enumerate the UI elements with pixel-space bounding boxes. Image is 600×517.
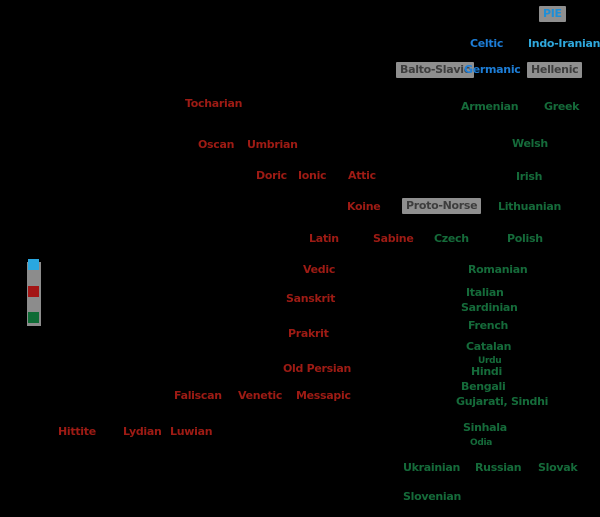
node-label-faliscan: Faliscan	[174, 389, 222, 402]
node-label-doric: Doric	[256, 169, 287, 182]
node-label-lithuanian: Lithuanian	[498, 200, 561, 213]
node-label-luwian: Luwian	[170, 425, 213, 438]
node-label-welsh: Welsh	[512, 137, 548, 150]
extinct-language-swatch	[28, 286, 39, 297]
node-label-germanic: Germanic	[464, 63, 521, 76]
node-label-latin: Latin	[309, 232, 339, 245]
node-label-hellenic: Hellenic	[527, 62, 583, 78]
node-label-oscan: Oscan	[198, 138, 235, 151]
node-label-odia: Odia	[470, 438, 493, 448]
node-label-slovak: Slovak	[538, 461, 578, 474]
node-label-umbrian: Umbrian	[247, 138, 298, 151]
node-label-pie: PIE	[539, 6, 566, 22]
node-label-slovenian: Slovenian	[403, 490, 462, 503]
node-label-venetic: Venetic	[238, 389, 283, 402]
node-label-lydian: Lydian	[123, 425, 162, 438]
node-label-gujarati-sindhi: Gujarati, Sindhi	[456, 395, 549, 408]
node-label-celtic: Celtic	[470, 37, 504, 50]
node-label-catalan: Catalan	[466, 340, 512, 353]
node-label-balto-slavic: Balto-Slavic	[396, 62, 474, 78]
node-label-ionic: Ionic	[298, 169, 327, 182]
node-label-armenian: Armenian	[461, 100, 519, 113]
node-label-messapic: Messapic	[296, 389, 351, 402]
node-label-sanskrit: Sanskrit	[286, 292, 336, 305]
node-label-sardinian: Sardinian	[461, 301, 518, 314]
node-label-polish: Polish	[507, 232, 543, 245]
node-label-indo-iranian: Indo-Iranian	[528, 37, 600, 50]
node-label-greek: Greek	[544, 100, 580, 113]
node-label-french: French	[468, 319, 509, 332]
node-label-vedic: Vedic	[303, 263, 336, 276]
node-label-old-persian: Old Persian	[283, 362, 352, 375]
proto-language-swatch	[28, 259, 39, 270]
node-label-romanian: Romanian	[468, 263, 528, 276]
node-label-tocharian: Tocharian	[185, 97, 243, 110]
node-label-italian: Italian	[466, 286, 504, 299]
node-label-hittite: Hittite	[58, 425, 96, 438]
node-label-prakrit: Prakrit	[288, 327, 329, 340]
node-label-urdu: Urdu	[478, 356, 502, 366]
node-label-proto-norse: Proto-Norse	[402, 198, 482, 214]
node-label-hindi: Hindi	[471, 365, 502, 378]
node-label-russian: Russian	[475, 461, 522, 474]
node-label-ukrainian: Ukrainian	[403, 461, 461, 474]
node-label-bengali: Bengali	[461, 380, 506, 393]
living-language-swatch	[28, 312, 39, 323]
node-label-attic: Attic	[348, 169, 376, 182]
node-label-sabine: Sabine	[373, 232, 414, 245]
node-label-koine: Koine	[347, 200, 381, 213]
node-label-czech: Czech	[434, 232, 469, 245]
node-label-sinhala: Sinhala	[463, 421, 507, 434]
node-label-irish: Irish	[516, 170, 543, 183]
